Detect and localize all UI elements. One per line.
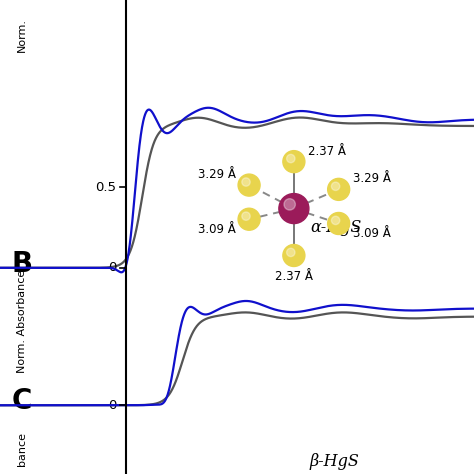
Text: 0.5: 0.5: [96, 181, 117, 194]
Text: 2.37 Å: 2.37 Å: [275, 271, 313, 283]
Circle shape: [328, 212, 350, 235]
Text: β-HgS: β-HgS: [310, 453, 360, 470]
Text: 0: 0: [108, 261, 117, 274]
Circle shape: [242, 212, 250, 220]
Circle shape: [331, 182, 340, 191]
Text: C: C: [12, 387, 32, 415]
Circle shape: [238, 208, 260, 230]
Text: 2.37 Å: 2.37 Å: [308, 145, 346, 158]
Text: Norm. Absorbance: Norm. Absorbance: [17, 270, 27, 373]
Circle shape: [238, 174, 260, 196]
Text: 3.09 Å: 3.09 Å: [353, 228, 391, 240]
Circle shape: [287, 248, 295, 256]
Circle shape: [331, 216, 340, 225]
Text: bance: bance: [17, 432, 27, 466]
Circle shape: [287, 155, 295, 163]
Circle shape: [279, 193, 309, 224]
Circle shape: [242, 178, 250, 186]
Circle shape: [283, 151, 305, 173]
Circle shape: [283, 245, 305, 266]
Text: α-HgS: α-HgS: [310, 219, 361, 236]
Text: B: B: [12, 250, 33, 278]
Text: 0: 0: [108, 399, 117, 412]
Text: 3.09 Å: 3.09 Å: [198, 223, 236, 236]
Text: Norm.: Norm.: [17, 18, 27, 52]
Text: 3.29 Å: 3.29 Å: [198, 168, 236, 181]
Circle shape: [328, 178, 350, 201]
Text: 3.29 Å: 3.29 Å: [353, 173, 391, 185]
Circle shape: [284, 199, 295, 210]
